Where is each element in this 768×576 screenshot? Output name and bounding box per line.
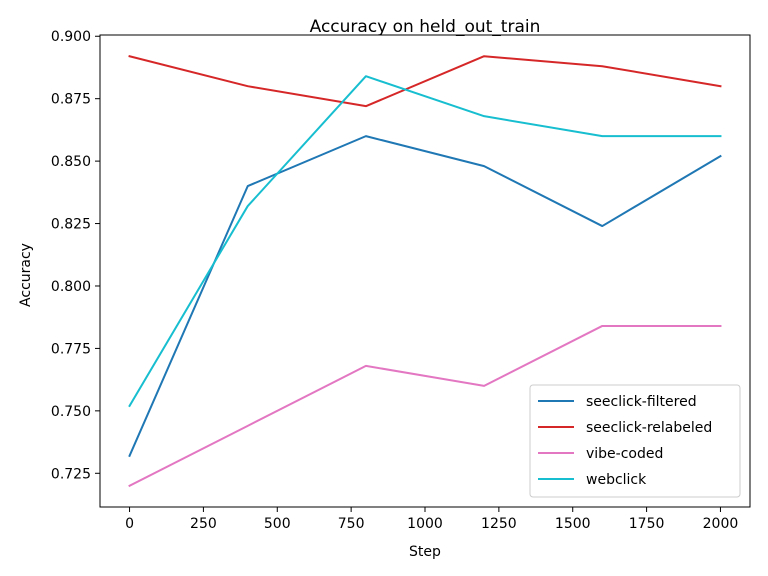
- legend-box: [529, 384, 741, 498]
- y-axis-label: Accuracy: [18, 243, 34, 307]
- legend-label-vibe-coded: vibe-coded: [586, 446, 663, 462]
- chart-title: Accuracy on held_out_train: [310, 17, 541, 37]
- x-tick-label: 250: [190, 516, 217, 532]
- x-tick-label: 1750: [629, 516, 665, 532]
- legend: seeclick-filtered seeclick-relabeled vibe-…: [529, 384, 741, 498]
- x-axis-label: Step: [409, 544, 441, 560]
- legend-label-webclick: webclick: [586, 472, 647, 488]
- y-tick-label: 0.900: [51, 29, 91, 45]
- y-tick-label: 0.850: [51, 154, 91, 170]
- x-tick-label: 750: [338, 516, 365, 532]
- x-tick-label: 500: [264, 516, 291, 532]
- legend-label-seeclick-relabeled: seeclick-relabeled: [586, 420, 712, 436]
- y-tick-label: 0.800: [51, 279, 91, 295]
- x-axis: 0 250 500 750 1000 1250 1500 1750 2000: [125, 507, 738, 532]
- series-line-seeclick-filtered: [128, 135, 722, 458]
- y-axis: 0.725 0.750 0.775 0.800 0.825 0.850 0.875 0.900: [51, 29, 100, 482]
- x-tick-label: 1250: [481, 516, 517, 532]
- y-tick-label: 0.875: [51, 92, 91, 108]
- series-line-seeclick-relabeled: [128, 55, 722, 108]
- y-tick-label: 0.725: [51, 466, 91, 482]
- y-tick-label: 0.750: [51, 404, 91, 420]
- x-tick-label: 2000: [703, 516, 739, 532]
- x-tick-label: 0: [125, 516, 134, 532]
- series-line-webclick: [128, 75, 722, 408]
- legend-label-seeclick-filtered: seeclick-filtered: [586, 394, 697, 410]
- x-tick-label: 1000: [407, 516, 443, 532]
- series-line-vibe-coded: [128, 324, 722, 488]
- y-tick-label: 0.825: [51, 217, 91, 233]
- y-tick-label: 0.775: [51, 341, 91, 357]
- x-tick-label: 1500: [555, 516, 591, 532]
